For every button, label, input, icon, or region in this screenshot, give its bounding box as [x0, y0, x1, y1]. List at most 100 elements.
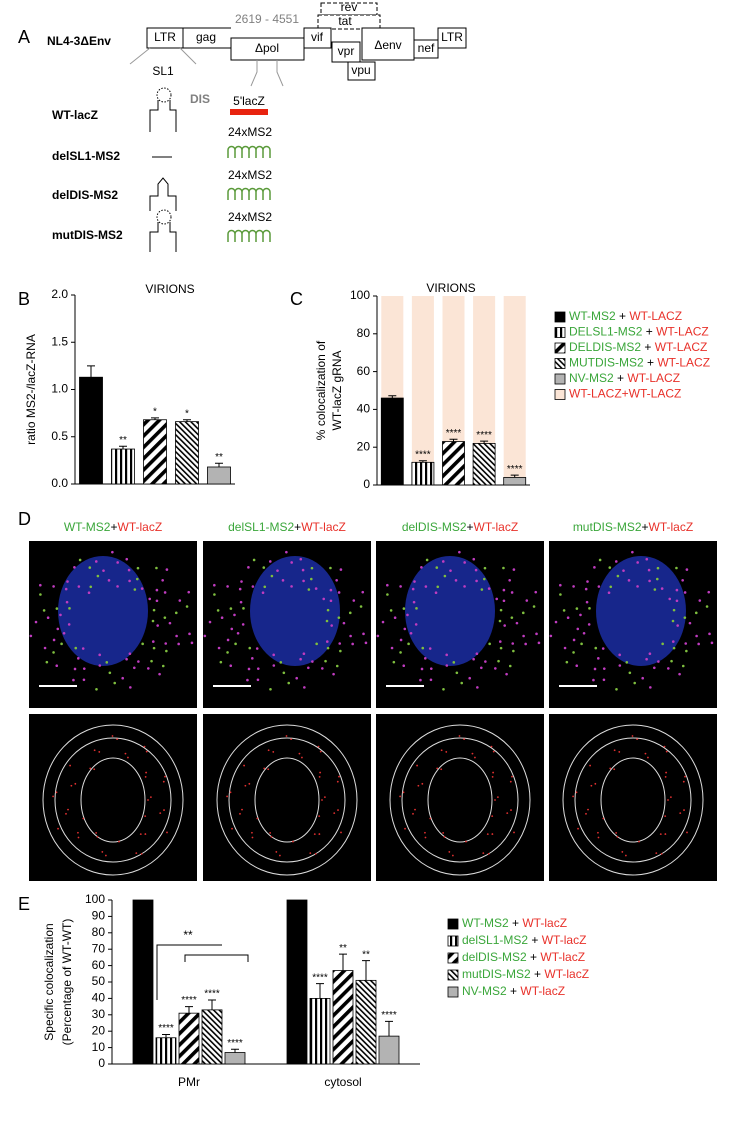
legend-label: WT-LACZ+WT-LACZ: [569, 387, 681, 401]
signal-dot: [471, 752, 474, 755]
signal-dot: [251, 585, 255, 588]
signal-dot: [499, 608, 503, 612]
signal-dot: [177, 642, 180, 646]
signal-dot: [135, 852, 138, 855]
signal-dot: [161, 578, 164, 582]
signal-dot: [339, 649, 342, 653]
signal-dot: [73, 566, 76, 569]
signal-dot: [565, 660, 569, 664]
signal-dot: [572, 585, 575, 588]
bar: [143, 419, 167, 485]
y-tick-label: 50: [92, 974, 106, 988]
signal-dot: [136, 566, 140, 570]
panel-label: A: [18, 27, 30, 47]
signal-dot: [502, 566, 505, 570]
signal-dot: [255, 647, 259, 650]
signal-dot: [535, 632, 538, 636]
signal-dot: [290, 585, 293, 588]
signal-dot: [349, 634, 352, 638]
signal-dot: [307, 588, 311, 591]
signal-dot: [268, 560, 272, 563]
signal-dot: [74, 646, 78, 650]
signal-dot: [329, 599, 333, 603]
legend-part: WT-lacZ: [540, 950, 585, 964]
signal-dot: [419, 678, 422, 682]
lacz-label: 5'lacZ: [233, 94, 265, 108]
significance: ****: [158, 1023, 174, 1034]
signal-dot: [105, 661, 109, 664]
signal-dot: [133, 588, 137, 591]
signal-dot: [575, 607, 579, 610]
signal-dot: [597, 585, 601, 588]
y-tick-label: 0.5: [51, 429, 68, 443]
signal-dot: [417, 784, 420, 787]
significance: *: [153, 406, 157, 417]
signal-dot: [534, 590, 538, 594]
signal-dot: [647, 756, 649, 759]
bar: [332, 970, 354, 1065]
signal-dot: [290, 738, 293, 741]
signal-dot: [321, 799, 323, 801]
signal-dot: [127, 756, 129, 759]
signal-dot: [655, 852, 658, 855]
gene-box: [317, 14, 381, 30]
construct-label: WT-lacZ: [52, 108, 98, 122]
legend-part: WT-LACZ: [629, 309, 682, 323]
signal-dot: [622, 569, 625, 572]
signal-dot: [230, 627, 234, 631]
signal-dot: [282, 671, 286, 675]
bar: [378, 1035, 400, 1065]
signal-dot: [241, 623, 245, 626]
signal-dot: [559, 583, 562, 587]
signal-dot: [95, 832, 98, 834]
title-part: +: [467, 520, 474, 534]
legend-part: WT-LACZ: [655, 340, 708, 354]
signal-dot: [135, 577, 139, 581]
signal-dot: [424, 836, 427, 839]
gene-box: [331, 41, 361, 63]
signal-dot: [143, 745, 146, 748]
signal-dot: [128, 652, 132, 655]
signal-dot: [128, 579, 131, 583]
gene-label: vif: [311, 30, 324, 44]
y-tick-label: 60: [92, 958, 106, 972]
error-bar: [208, 999, 216, 1010]
signal-dot: [244, 784, 247, 787]
nucleus: [58, 556, 148, 666]
y-tick-label: 2.0: [51, 287, 68, 301]
signal-dot: [248, 646, 252, 650]
signal-dot: [104, 854, 107, 857]
signal-dot: [386, 583, 389, 587]
significance: ****: [507, 464, 523, 475]
cell-outline: [574, 737, 692, 863]
signal-dot: [458, 550, 461, 554]
signal-dot: [263, 767, 266, 770]
signal-dot: [697, 642, 700, 646]
signal-dot: [77, 836, 80, 839]
signal-dot: [220, 616, 224, 620]
legend-part: delSL1-MS2: [462, 933, 528, 947]
signal-dot: [70, 784, 73, 787]
signal-dot: [164, 642, 168, 645]
signal-dot: [445, 653, 448, 657]
signal-dot: [409, 631, 413, 635]
signal-dot: [588, 607, 591, 610]
title-part: mutDIS-MS2: [573, 520, 642, 534]
signal-dot: [676, 624, 679, 627]
signal-dot: [506, 812, 509, 814]
signal-dot: [524, 642, 527, 646]
signal-dot: [442, 687, 445, 691]
signal-dot: [429, 817, 432, 820]
signal-dot: [475, 579, 478, 583]
signal-dot: [510, 616, 514, 619]
signal-dot: [498, 619, 502, 623]
significance: ****: [476, 430, 492, 441]
signal-dot: [34, 620, 38, 624]
signal-dot: [563, 646, 567, 650]
signal-dot: [96, 835, 99, 838]
legend-part: NV-MS2: [569, 371, 614, 385]
signal-dot: [285, 550, 288, 554]
signal-dot: [443, 574, 447, 578]
bar-segment: [442, 296, 465, 442]
